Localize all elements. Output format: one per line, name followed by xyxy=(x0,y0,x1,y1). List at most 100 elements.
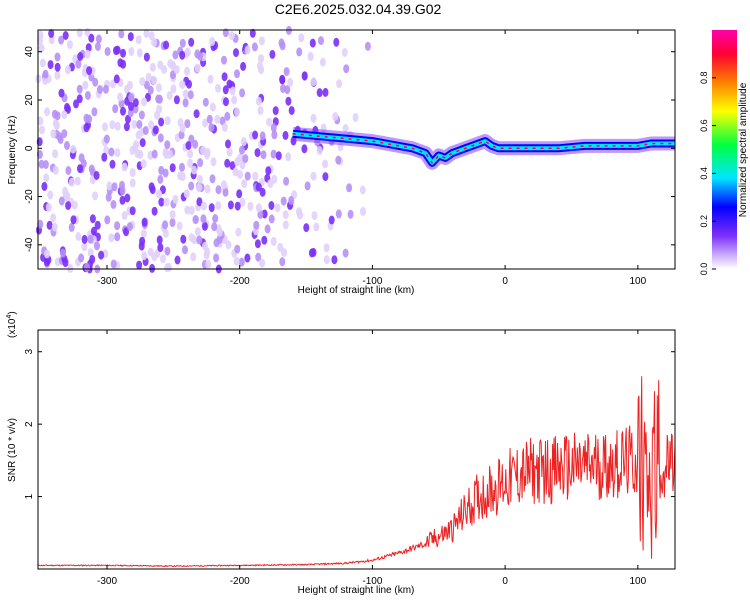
heatmap-cell xyxy=(270,123,277,133)
heatmap-cell xyxy=(123,122,130,132)
heatmap-cell xyxy=(319,57,326,67)
heatmap-cell xyxy=(60,248,66,258)
signal-track xyxy=(292,126,675,170)
heatmap-cell xyxy=(336,79,343,89)
heatmap-cell xyxy=(42,160,49,169)
heatmap-cell xyxy=(200,201,207,211)
heatmap-cell xyxy=(190,252,197,262)
heatmap-cell xyxy=(224,111,231,121)
heatmap-cell xyxy=(342,124,349,133)
heatmap-cell xyxy=(117,92,124,102)
heatmap-cell xyxy=(200,214,207,224)
heatmap-cell xyxy=(239,88,246,98)
heatmap-cell xyxy=(129,168,136,178)
heatmap-cell xyxy=(316,146,323,155)
heatmap-cell xyxy=(48,29,55,38)
heatmap-cell xyxy=(288,195,295,205)
heatmap-cell xyxy=(151,206,158,216)
heatmap-cell xyxy=(236,189,243,199)
heatmap-cell xyxy=(166,91,173,100)
heatmap-cell xyxy=(268,214,275,224)
heatmap-cell xyxy=(76,94,83,104)
heatmap-cell xyxy=(255,252,262,262)
heatmap-cell xyxy=(54,70,61,80)
signal-track-peak xyxy=(292,133,675,165)
heatmap-cell xyxy=(155,83,162,93)
heatmap-cell xyxy=(114,221,121,231)
chart-title: C2E6.2025.032.04.39.G02 xyxy=(275,1,442,17)
heatmap-cell xyxy=(254,239,261,249)
x-tick-label: 0 xyxy=(502,276,508,287)
heatmap-cell xyxy=(282,210,289,220)
heatmap-cell xyxy=(38,159,45,169)
heatmap-cell xyxy=(179,38,186,48)
heatmap-cell xyxy=(187,90,194,100)
heatmap-cell xyxy=(180,234,187,244)
heatmap-cell xyxy=(255,182,262,192)
heatmap-cell xyxy=(193,109,200,119)
heatmap-cell xyxy=(75,59,82,69)
heatmap-cell xyxy=(38,43,45,53)
heatmap-cell xyxy=(209,37,216,46)
heatmap-cell xyxy=(142,126,149,135)
heatmap-cell xyxy=(104,47,111,56)
heatmap-cell xyxy=(271,130,278,140)
heatmap-cell xyxy=(84,91,91,100)
x-tick-label: -300 xyxy=(97,576,117,587)
heatmap-cell xyxy=(92,191,99,201)
heatmap-cell xyxy=(225,240,232,250)
heatmap-cell xyxy=(139,77,146,86)
heatmap-cell xyxy=(94,42,101,51)
heatmap-cell xyxy=(210,157,217,167)
heatmap-cell xyxy=(51,109,58,119)
heatmap-cell xyxy=(307,51,314,61)
heatmap-cell xyxy=(323,243,330,253)
heatmap-cell xyxy=(179,172,186,182)
heatmap-cell xyxy=(138,110,145,120)
heatmap-cell xyxy=(298,33,305,43)
y-tick-label: -40 xyxy=(24,237,35,252)
heatmap-y-ticks: -40 -20 0 20 40 xyxy=(24,46,675,252)
heatmap-cell xyxy=(114,148,121,158)
heatmap-cell xyxy=(234,69,240,79)
heatmap-cell xyxy=(157,60,164,70)
x-tick-label: -300 xyxy=(97,276,117,287)
y-tick-label: 0 xyxy=(24,145,35,151)
snr-frame xyxy=(37,329,676,570)
heatmap-cell xyxy=(282,130,289,140)
heatmap-cell xyxy=(279,74,286,84)
heatmap-cell xyxy=(184,66,190,76)
heatmap-cell xyxy=(94,220,101,230)
heatmap-cell xyxy=(91,226,97,236)
heatmap-cell xyxy=(162,220,169,230)
heatmap-cell xyxy=(328,215,335,225)
heatmap-cell xyxy=(125,114,131,124)
heatmap-cell xyxy=(184,205,191,215)
colorbar-tick-label: 0.2 xyxy=(699,215,709,228)
heatmap-cell xyxy=(196,235,203,245)
heatmap-cell xyxy=(65,166,72,175)
heatmap-cell xyxy=(179,80,186,90)
heatmap-cell xyxy=(239,160,246,170)
heatmap-cell xyxy=(194,63,201,73)
heatmap-cell xyxy=(75,232,82,241)
heatmap-cell xyxy=(64,102,70,112)
heatmap-cell xyxy=(259,187,266,197)
heatmap-cell xyxy=(87,234,94,244)
heatmap-cell xyxy=(204,184,211,194)
heatmap-cell xyxy=(108,147,115,157)
heatmap-cell xyxy=(162,168,169,178)
heatmap-cell xyxy=(274,203,281,213)
heatmap-cell xyxy=(238,257,245,267)
heatmap-cell xyxy=(311,211,318,221)
heatmap-cell xyxy=(163,40,170,50)
x-tick-label: 100 xyxy=(629,576,646,587)
heatmap-cell xyxy=(139,138,146,148)
heatmap-cell xyxy=(285,96,292,106)
heatmap-cell xyxy=(310,77,317,87)
heatmap-cell xyxy=(103,145,110,155)
heatmap-cell xyxy=(111,182,118,192)
heatmap-cell xyxy=(310,113,317,123)
heatmap-cell xyxy=(229,86,236,96)
heatmap-cell xyxy=(188,181,195,191)
